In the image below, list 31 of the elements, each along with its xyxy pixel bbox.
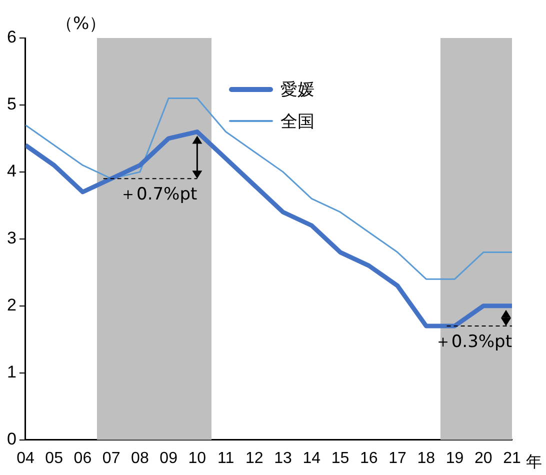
x-tick-label: 07 <box>102 450 120 467</box>
y-tick-label: 0 <box>6 429 16 448</box>
x-tick-label: 11 <box>217 450 234 467</box>
y-tick-label: 2 <box>6 296 16 315</box>
x-axis-title: 年 <box>526 452 542 473</box>
x-tick-label: 20 <box>474 450 492 467</box>
x-tick-label: 19 <box>446 450 464 467</box>
x-tick-label: 12 <box>246 450 264 467</box>
y-axis-title: （%） <box>56 13 106 35</box>
x-tick-label: 18 <box>417 450 436 467</box>
y-tick-label: 4 <box>6 162 16 181</box>
legend-label: 愛媛 <box>280 78 315 100</box>
annotation: ＋0.3%pt <box>434 332 512 352</box>
x-tick-label: 09 <box>160 450 178 467</box>
x-tick-label: 15 <box>331 450 350 467</box>
y-tick-label: 3 <box>6 228 16 248</box>
x-tick-label: 17 <box>388 450 407 467</box>
y-tick-label: 1 <box>6 362 16 382</box>
legend-label: 全国 <box>280 110 315 132</box>
x-tick-label: 06 <box>74 450 92 467</box>
x-tick-label: 14 <box>302 450 321 467</box>
x-tick-label: 10 <box>188 450 206 467</box>
x-tick-label: 21 <box>503 450 521 467</box>
x-tick-label: 08 <box>131 450 149 467</box>
annotation: ＋0.7%pt <box>120 184 198 205</box>
x-tick-label: 05 <box>45 450 64 467</box>
y-tick-label: 6 <box>6 28 16 47</box>
y-tick-label: 5 <box>6 94 16 114</box>
x-tick-label: 16 <box>360 450 378 467</box>
x-tick-label: 13 <box>274 450 292 467</box>
x-tick-label: 04 <box>16 450 34 467</box>
